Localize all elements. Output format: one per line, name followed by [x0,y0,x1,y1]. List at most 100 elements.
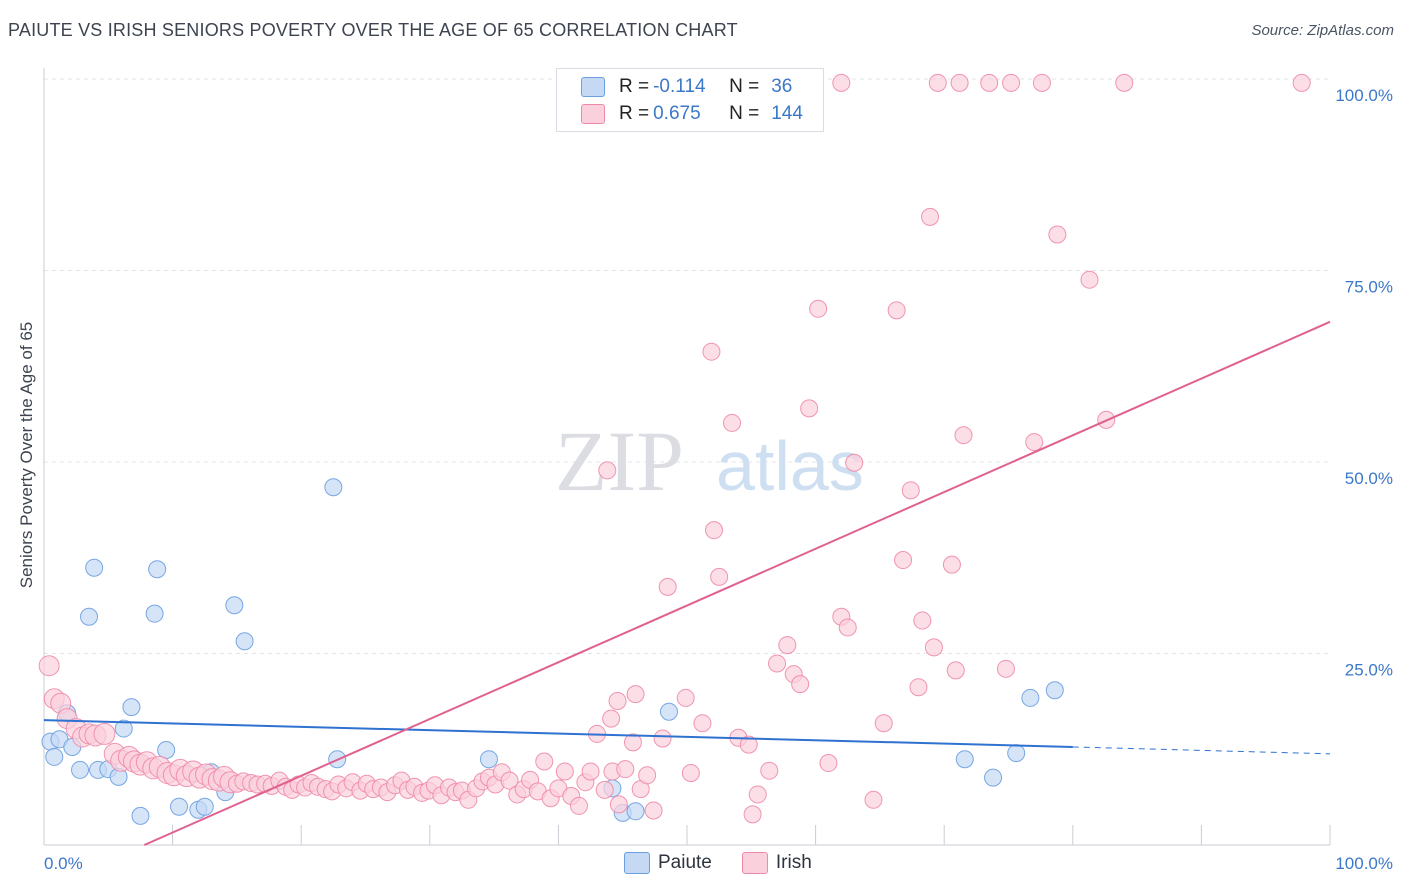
irish-point [595,780,614,799]
irish-point [819,754,838,773]
paiute-point [324,478,343,497]
irish-point [950,73,969,92]
irish-point [791,675,810,694]
watermark: ZIP atlas [555,413,864,509]
legend-r-label: R = [619,76,650,97]
irish-swatch [581,104,605,124]
legend-r-value: 0.675 [653,103,701,124]
irish-point [1292,73,1311,92]
irish-point [500,771,519,790]
chart-title: PAIUTE VS IRISH SENIORS POVERTY OVER THE… [8,20,738,40]
y-tick-label: 50.0% [1345,469,1393,488]
irish-point [702,342,721,361]
y-tick-label: 100.0% [1335,86,1393,105]
x-tick-label: 100.0% [1335,854,1393,873]
irish-point [555,762,574,781]
irish-point [1032,73,1051,92]
irish-point [1048,225,1067,244]
irish-point [93,722,116,745]
paiute-point [131,806,150,825]
irish-point [809,299,828,318]
correlation-legend: R = -0.114 N = 36 R = 0.675 N = 144 [556,68,824,132]
irish-point [913,611,932,630]
source-label: Source: ZipAtlas.com [1251,22,1394,39]
irish-point [928,73,947,92]
irish-point [602,709,621,728]
paiute-point [984,768,1003,787]
irish-point [901,481,920,500]
irish-point [653,729,672,748]
irish-point [681,763,700,782]
irish-point [609,795,628,814]
irish-point [874,714,893,733]
paiute-point [114,719,133,738]
irish-point [598,461,617,480]
paiute-point [659,702,678,721]
paiute-point [71,760,90,779]
irish-point [1002,73,1021,92]
irish-point [38,655,60,677]
irish-point [832,73,851,92]
legend-item-irish[interactable]: Irish [741,852,812,874]
legend-item-paiute[interactable]: Paiute [624,852,712,874]
irish-point [887,301,906,320]
irish-point [581,762,600,781]
paiute-point [80,607,99,626]
paiute-trend-extension [1072,746,1331,755]
watermark-atlas: atlas [716,427,864,505]
irish-point [845,453,864,472]
paiute-point [170,797,189,816]
irish-point [658,577,677,596]
paiute-point [626,802,645,821]
irish-point [768,654,787,673]
irish-point [980,73,999,92]
irish-point [608,691,627,710]
paiute-trend-line [43,719,1073,748]
irish-point [626,685,645,704]
tick-labels: 25.0% 50.0% 75.0% 100.0% 0.0% 100.0% [44,86,1393,873]
legend-row-paiute: R = -0.114 N = 36 [557,73,792,101]
irish-legend-label: Irish [775,852,812,873]
legend-row-irish: R = 0.675 N = 144 [557,100,803,128]
irish-point [838,618,857,637]
irish-point [623,733,642,752]
paiute-point [122,698,141,717]
paiute-point [85,558,104,577]
irish-point [996,659,1015,678]
series-legend: Paiute Irish [624,852,842,874]
irish-point [710,567,729,586]
irish-point [909,678,928,697]
irish-point [644,801,663,820]
legend-n-value: 144 [771,103,803,124]
irish-point [748,785,767,804]
y-tick-label: 25.0% [1345,661,1393,680]
paiute-point [225,596,244,615]
irish-point [924,638,943,657]
paiute-swatch [581,77,605,97]
irish-point [946,661,965,680]
paiute-point [1021,688,1040,707]
paiute-point [479,750,498,769]
paiute-legend-swatch [624,852,650,874]
trend-lines [43,320,1331,846]
irish-point [942,555,961,574]
irish-point [894,551,913,570]
paiute-point [145,604,164,623]
irish-point [723,413,742,432]
paiute-point [148,560,167,579]
gridlines [44,78,1330,654]
irish-point [778,636,797,655]
y-axis-label: Seniors Poverty Over the Age of 65 [17,322,36,588]
paiute-point [955,750,974,769]
irish-point [743,805,762,824]
irish-point [864,790,883,809]
irish-point [921,207,940,226]
irish-point [535,752,554,771]
watermark-zip: ZIP [555,413,684,509]
irish-point [705,521,724,540]
paiute-point [45,747,64,766]
legend-r-label: R = [619,103,650,124]
irish-point [638,766,657,785]
legend-r-value: -0.114 [653,76,706,97]
